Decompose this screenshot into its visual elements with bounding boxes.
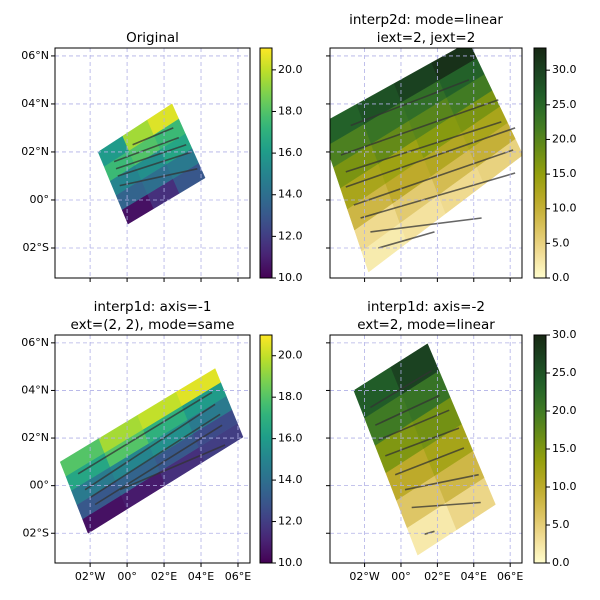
contour-line bbox=[374, 394, 440, 426]
y-tick-label: 00° bbox=[30, 479, 50, 492]
chart-title: interp2d: mode=linear bbox=[349, 12, 503, 28]
chart-title: ext=(2, 2), mode=same bbox=[71, 317, 235, 333]
chart-title: iext=2, jext=2 bbox=[377, 30, 476, 46]
colorbar-tick-label: 15.0 bbox=[552, 442, 577, 455]
colorbar-tick-label: 14.0 bbox=[278, 473, 303, 486]
y-tick-label: 02°N bbox=[21, 145, 49, 158]
mesh-cell bbox=[175, 368, 221, 407]
x-tick-label: 02°W bbox=[349, 570, 379, 583]
x-tick-label: 04°E bbox=[188, 570, 214, 583]
colorbar-tick-label: 30.0 bbox=[552, 63, 577, 76]
colorbar-tick-label: 12.0 bbox=[278, 229, 303, 242]
y-tick-label: 06°N bbox=[21, 336, 49, 349]
chart-title: ext=2, mode=linear bbox=[357, 317, 495, 333]
contour-line bbox=[353, 149, 514, 206]
contour-line bbox=[350, 79, 470, 127]
contour-line bbox=[394, 447, 465, 476]
contour-line bbox=[132, 127, 174, 146]
colorbar-tick-label: 16.0 bbox=[278, 432, 303, 445]
colorbar bbox=[533, 47, 547, 279]
colorbar bbox=[533, 334, 547, 564]
contour-line bbox=[117, 151, 193, 177]
contour-line bbox=[84, 403, 216, 491]
colorbar-tick-label: 16.0 bbox=[278, 146, 303, 159]
y-tick-label: 06°N bbox=[21, 49, 49, 62]
contour-line bbox=[345, 127, 516, 188]
colorbar-tick-label: 10.0 bbox=[278, 271, 303, 284]
colorbar-tick-label: 5.0 bbox=[552, 518, 570, 531]
y-tick-label: 02°S bbox=[23, 241, 49, 254]
colorbar-tick-label: 20.0 bbox=[552, 404, 577, 417]
contour-line bbox=[369, 370, 433, 409]
colorbar-tick-label: 18.0 bbox=[278, 390, 303, 403]
contour-line bbox=[113, 136, 180, 163]
contour-line bbox=[411, 501, 481, 509]
colorbar-tick-label: 5.0 bbox=[552, 236, 570, 249]
mesh bbox=[59, 368, 244, 534]
colorbar-tick-label: 10.0 bbox=[552, 202, 577, 215]
contour-line bbox=[360, 172, 516, 219]
colorbar-tick-label: 25.0 bbox=[552, 98, 577, 111]
colorbar-tick-label: 14.0 bbox=[278, 188, 303, 201]
colorbar-tick-label: 18.0 bbox=[278, 104, 303, 117]
y-tick-label: 04°N bbox=[21, 383, 49, 396]
y-tick-label: 02°S bbox=[23, 526, 49, 539]
colorbar-tick-label: 20.0 bbox=[552, 132, 577, 145]
contour-line bbox=[404, 473, 479, 491]
contour-line bbox=[89, 413, 221, 499]
contour-line bbox=[94, 424, 223, 506]
colorbar-tick-label: 30.0 bbox=[552, 328, 577, 341]
colorbar-tick-label: 20.0 bbox=[278, 349, 303, 362]
chart-title: Original bbox=[126, 30, 179, 46]
mesh bbox=[330, 48, 522, 273]
contour-line bbox=[370, 217, 482, 233]
mesh-cell bbox=[390, 343, 440, 395]
x-tick-label: 02°W bbox=[75, 570, 105, 583]
colorbar-tick-label: 0.0 bbox=[552, 271, 570, 284]
colorbar-tick-label: 10.0 bbox=[278, 556, 303, 569]
contour-line bbox=[378, 231, 435, 249]
chart-title: interp1d: axis=-2 bbox=[367, 299, 485, 315]
x-tick-label: 06°E bbox=[225, 570, 251, 583]
y-tick-label: 00° bbox=[30, 193, 50, 206]
colorbar bbox=[259, 47, 273, 279]
x-tick-label: 00° bbox=[117, 570, 137, 583]
x-tick-label: 02°E bbox=[151, 570, 177, 583]
colorbar-tick-label: 10.0 bbox=[552, 480, 577, 493]
colorbar bbox=[259, 334, 273, 564]
colorbar-tick-label: 12.0 bbox=[278, 515, 303, 528]
contour-line bbox=[345, 121, 502, 173]
x-tick-label: 02°E bbox=[424, 570, 450, 583]
colorbar-tick-label: 0.0 bbox=[552, 556, 570, 569]
x-tick-label: 04°E bbox=[461, 570, 487, 583]
mesh-cell bbox=[147, 103, 179, 135]
axes-frame bbox=[329, 334, 523, 564]
colorbar-tick-label: 20.0 bbox=[278, 63, 303, 76]
mesh bbox=[97, 103, 206, 225]
colorbar-tick-label: 25.0 bbox=[552, 366, 577, 379]
colorbar-tick-label: 15.0 bbox=[552, 167, 577, 180]
axes-frame bbox=[54, 47, 251, 279]
contour-line bbox=[385, 427, 460, 457]
axes-frame bbox=[54, 334, 251, 564]
contour-line bbox=[119, 168, 198, 187]
axes-frame bbox=[329, 47, 523, 279]
contour-line bbox=[115, 144, 187, 170]
contour-line bbox=[424, 530, 435, 535]
contour-line bbox=[340, 99, 499, 156]
x-tick-label: 06°E bbox=[497, 570, 523, 583]
y-tick-label: 04°N bbox=[21, 97, 49, 110]
chart-title: interp1d: axis=-1 bbox=[94, 299, 212, 315]
contour-line bbox=[77, 391, 213, 475]
y-tick-label: 02°N bbox=[21, 431, 49, 444]
contour-line bbox=[119, 444, 226, 491]
x-tick-label: 00° bbox=[391, 570, 411, 583]
